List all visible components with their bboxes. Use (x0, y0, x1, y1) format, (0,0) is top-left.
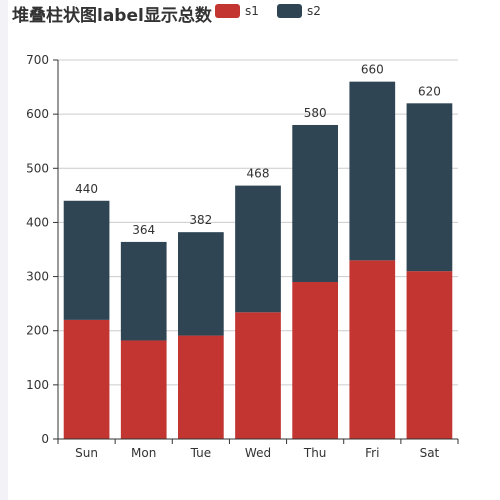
total-label: 620 (418, 84, 441, 98)
legend-label[interactable]: s2 (307, 4, 321, 18)
bar-s2-fri[interactable] (349, 81, 396, 261)
x-axis: Sun Mon Tue Wed Thu Fri Sat (57, 438, 459, 460)
total-label: 364 (132, 223, 155, 237)
legend-item-s2[interactable]: s2 (277, 4, 321, 18)
bar-s2-mon[interactable] (120, 241, 167, 341)
x-tick-label: Fri (365, 446, 379, 460)
bar-s1-fri[interactable] (349, 260, 396, 439)
y-tick-label: 400 (26, 215, 49, 229)
left-page-strip (0, 0, 8, 500)
legend[interactable]: s1 s2 (215, 4, 321, 18)
x-tick-label: Sun (75, 446, 98, 460)
x-tick-label: Thu (303, 446, 327, 460)
y-tick-label: 100 (26, 378, 49, 392)
bar-s2-sat[interactable] (406, 103, 453, 272)
bar-s1-mon[interactable] (120, 340, 167, 439)
legend-item-s1[interactable]: s1 (215, 4, 259, 18)
x-tick-label: Tue (190, 446, 212, 460)
y-tick-label: 500 (26, 161, 49, 175)
total-labels: 440 364 382 468 580 660 620 (75, 63, 441, 237)
total-label: 382 (189, 213, 212, 227)
bars[interactable] (63, 81, 453, 439)
y-tick-label: 600 (26, 107, 49, 121)
right-page-strip (478, 0, 500, 500)
y-tick-label: 700 (26, 53, 49, 67)
y-tick-label: 0 (41, 432, 49, 446)
bar-s1-sun[interactable] (63, 319, 110, 439)
bar-s1-sat[interactable] (406, 271, 453, 439)
bar-s2-thu[interactable] (292, 124, 338, 282)
total-label: 468 (247, 167, 270, 181)
total-label: 580 (304, 106, 327, 120)
y-tick-label: 300 (26, 270, 49, 284)
x-tick-label: Sat (420, 446, 440, 460)
chart-title: 堆叠柱状图label显示总数 (12, 6, 212, 26)
legend-label[interactable]: s1 (245, 4, 259, 18)
bar-s1-thu[interactable] (292, 281, 338, 439)
bar-s2-sun[interactable] (63, 200, 110, 320)
total-label: 660 (361, 63, 384, 77)
bar-s1-wed[interactable] (235, 312, 281, 439)
x-tick-label: Wed (245, 446, 271, 460)
legend-swatch[interactable] (215, 4, 240, 18)
y-axis: 0 100 200 300 400 500 600 700 (26, 53, 59, 446)
total-label: 440 (75, 182, 98, 196)
y-tick-label: 200 (26, 324, 49, 338)
bar-s1-tue[interactable] (178, 335, 224, 439)
bar-s2-tue[interactable] (178, 232, 224, 336)
legend-swatch[interactable] (277, 4, 302, 18)
x-tick-label: Mon (131, 446, 156, 460)
bar-s2-wed[interactable] (235, 185, 281, 313)
